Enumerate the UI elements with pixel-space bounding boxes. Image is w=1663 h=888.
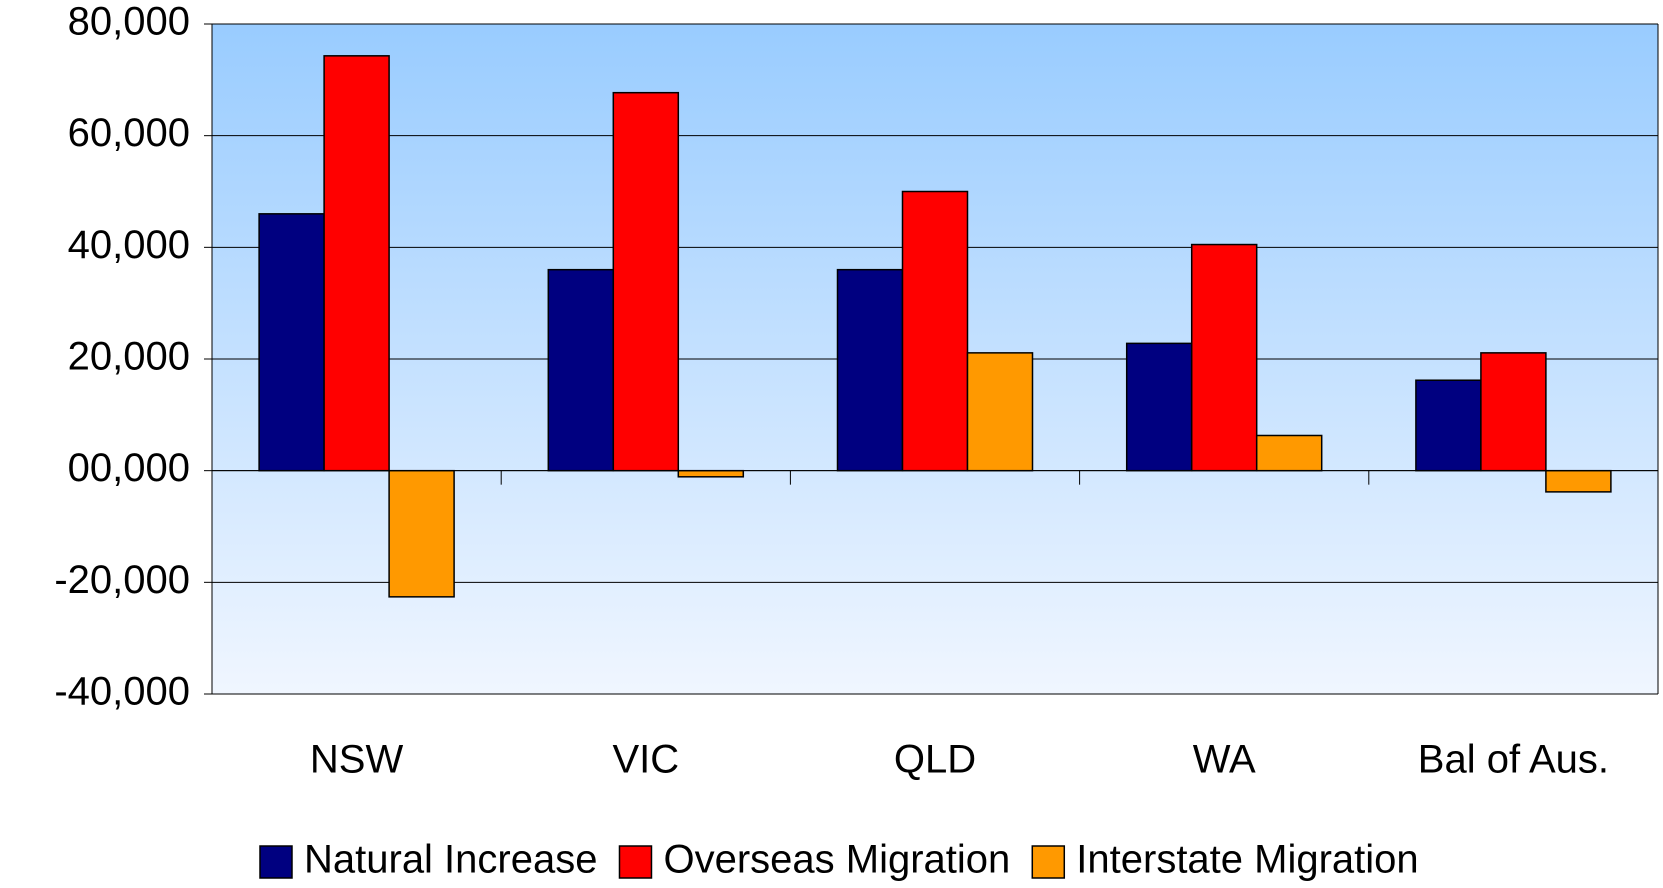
x-tick-label: NSW <box>310 738 404 782</box>
x-tick-label: WA <box>1193 738 1256 782</box>
bar <box>966 352 1034 472</box>
bar <box>1125 342 1193 472</box>
bar <box>323 55 390 472</box>
legend-label: Overseas Migration <box>663 838 1010 882</box>
x-tick-label: QLD <box>894 738 976 782</box>
y-tick-label: 40,000 <box>68 223 190 267</box>
bar <box>1545 469 1612 493</box>
legend-swatch <box>1031 845 1066 879</box>
bar <box>677 469 745 478</box>
y-tick-label: -40,000 <box>54 670 190 714</box>
bar <box>1415 379 1482 472</box>
legend-label: Interstate Migration <box>1076 838 1418 882</box>
x-tick-label: Bal of Aus. <box>1418 738 1609 782</box>
bar <box>836 268 904 472</box>
bar <box>1480 352 1547 472</box>
y-tick-label: 20,000 <box>68 335 190 379</box>
legend-swatch <box>618 845 653 879</box>
y-tick-label: 00,000 <box>68 446 190 490</box>
bar <box>258 213 325 472</box>
y-tick-label: 80,000 <box>68 0 190 44</box>
bar <box>612 91 680 472</box>
legend-label: Natural Increase <box>304 838 597 882</box>
x-tick-label: VIC <box>612 738 679 782</box>
y-tick-label: -20,000 <box>54 558 190 602</box>
y-tick-label: 60,000 <box>68 111 190 155</box>
bar <box>1190 243 1258 472</box>
bar <box>547 268 615 472</box>
bar <box>1255 434 1323 472</box>
bar <box>388 469 455 598</box>
legend-swatch <box>259 845 293 879</box>
bar <box>901 190 969 472</box>
